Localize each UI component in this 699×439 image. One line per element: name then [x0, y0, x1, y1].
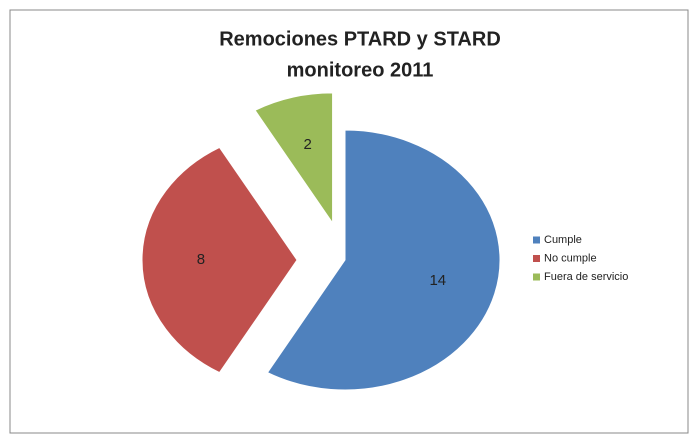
- pie-slice: [141, 146, 298, 374]
- pie-slice: [254, 92, 334, 225]
- legend-swatch: [533, 236, 540, 244]
- legend-label: Cumple: [544, 234, 582, 246]
- chart-title: Remociones PTARD y STARD: [219, 28, 501, 50]
- chart-title: monitoreo 2011: [287, 59, 434, 81]
- legend-label: No cumple: [544, 252, 597, 264]
- legend-swatch: [533, 273, 540, 281]
- legend-swatch: [533, 255, 540, 262]
- data-label: 14: [429, 272, 446, 289]
- data-label: 2: [304, 136, 312, 153]
- data-label: 8: [197, 251, 205, 268]
- pie-slice: [266, 129, 501, 391]
- legend-label: Fuera de servicio: [544, 271, 628, 283]
